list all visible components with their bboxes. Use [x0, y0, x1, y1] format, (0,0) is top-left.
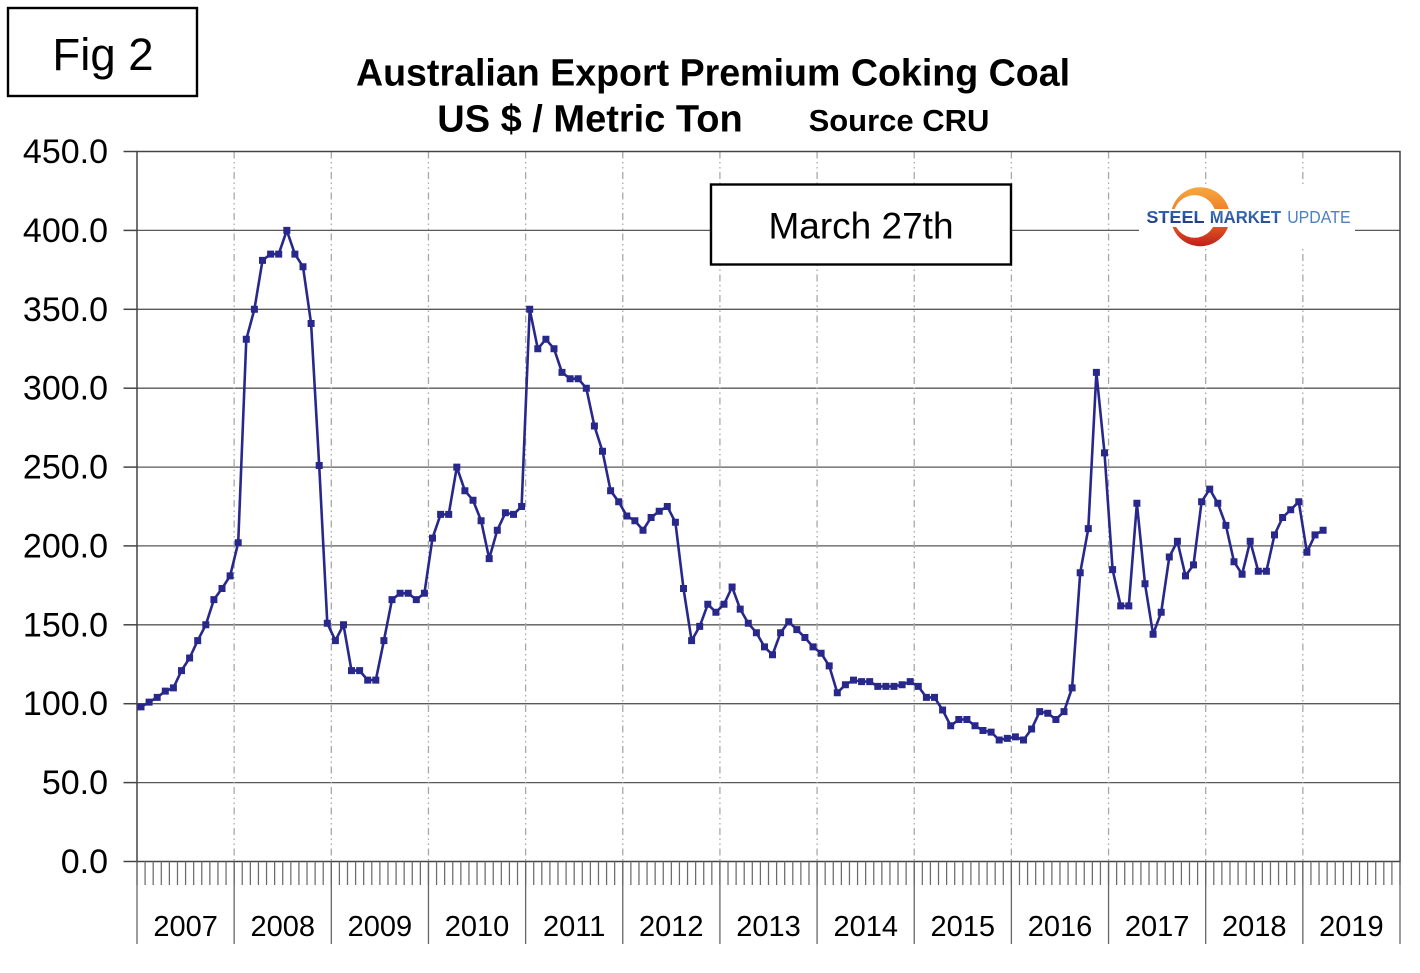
svg-text:2011: 2011 [543, 911, 605, 943]
svg-text:2007: 2007 [153, 911, 218, 943]
svg-text:300.0: 300.0 [23, 370, 108, 408]
svg-text:250.0: 250.0 [23, 449, 108, 487]
svg-text:350.0: 350.0 [23, 291, 108, 329]
svg-text:450.0: 450.0 [23, 133, 108, 171]
svg-text:2016: 2016 [1028, 911, 1093, 943]
svg-text:2012: 2012 [639, 911, 704, 943]
svg-text:2008: 2008 [250, 911, 315, 943]
svg-text:2009: 2009 [348, 911, 413, 943]
svg-text:2014: 2014 [833, 911, 898, 943]
svg-text:400.0: 400.0 [23, 212, 108, 250]
svg-text:2017: 2017 [1125, 911, 1190, 943]
svg-text:2010: 2010 [445, 911, 510, 943]
svg-text:50.0: 50.0 [42, 764, 108, 802]
svg-text:MARKET: MARKET [1210, 207, 1282, 227]
svg-text:Australian Export Premium Coki: Australian Export Premium Coking Coal [356, 52, 1070, 94]
svg-text:2019: 2019 [1319, 911, 1384, 943]
svg-text:100.0: 100.0 [23, 685, 108, 723]
svg-text:2015: 2015 [931, 911, 996, 943]
svg-text:STEEL: STEEL [1146, 207, 1204, 227]
svg-text:US $ / Metric Ton: US $ / Metric Ton [437, 99, 742, 141]
svg-text:Source CRU: Source CRU [809, 103, 990, 138]
svg-text:2018: 2018 [1222, 911, 1287, 943]
svg-text:Fig 2: Fig 2 [52, 29, 153, 80]
svg-text:0.0: 0.0 [61, 843, 108, 881]
svg-text:2013: 2013 [736, 911, 801, 943]
svg-text:200.0: 200.0 [23, 527, 108, 565]
svg-text:UPDATE: UPDATE [1287, 207, 1350, 227]
svg-text:150.0: 150.0 [23, 606, 108, 644]
svg-text:March 27th: March 27th [768, 206, 953, 247]
